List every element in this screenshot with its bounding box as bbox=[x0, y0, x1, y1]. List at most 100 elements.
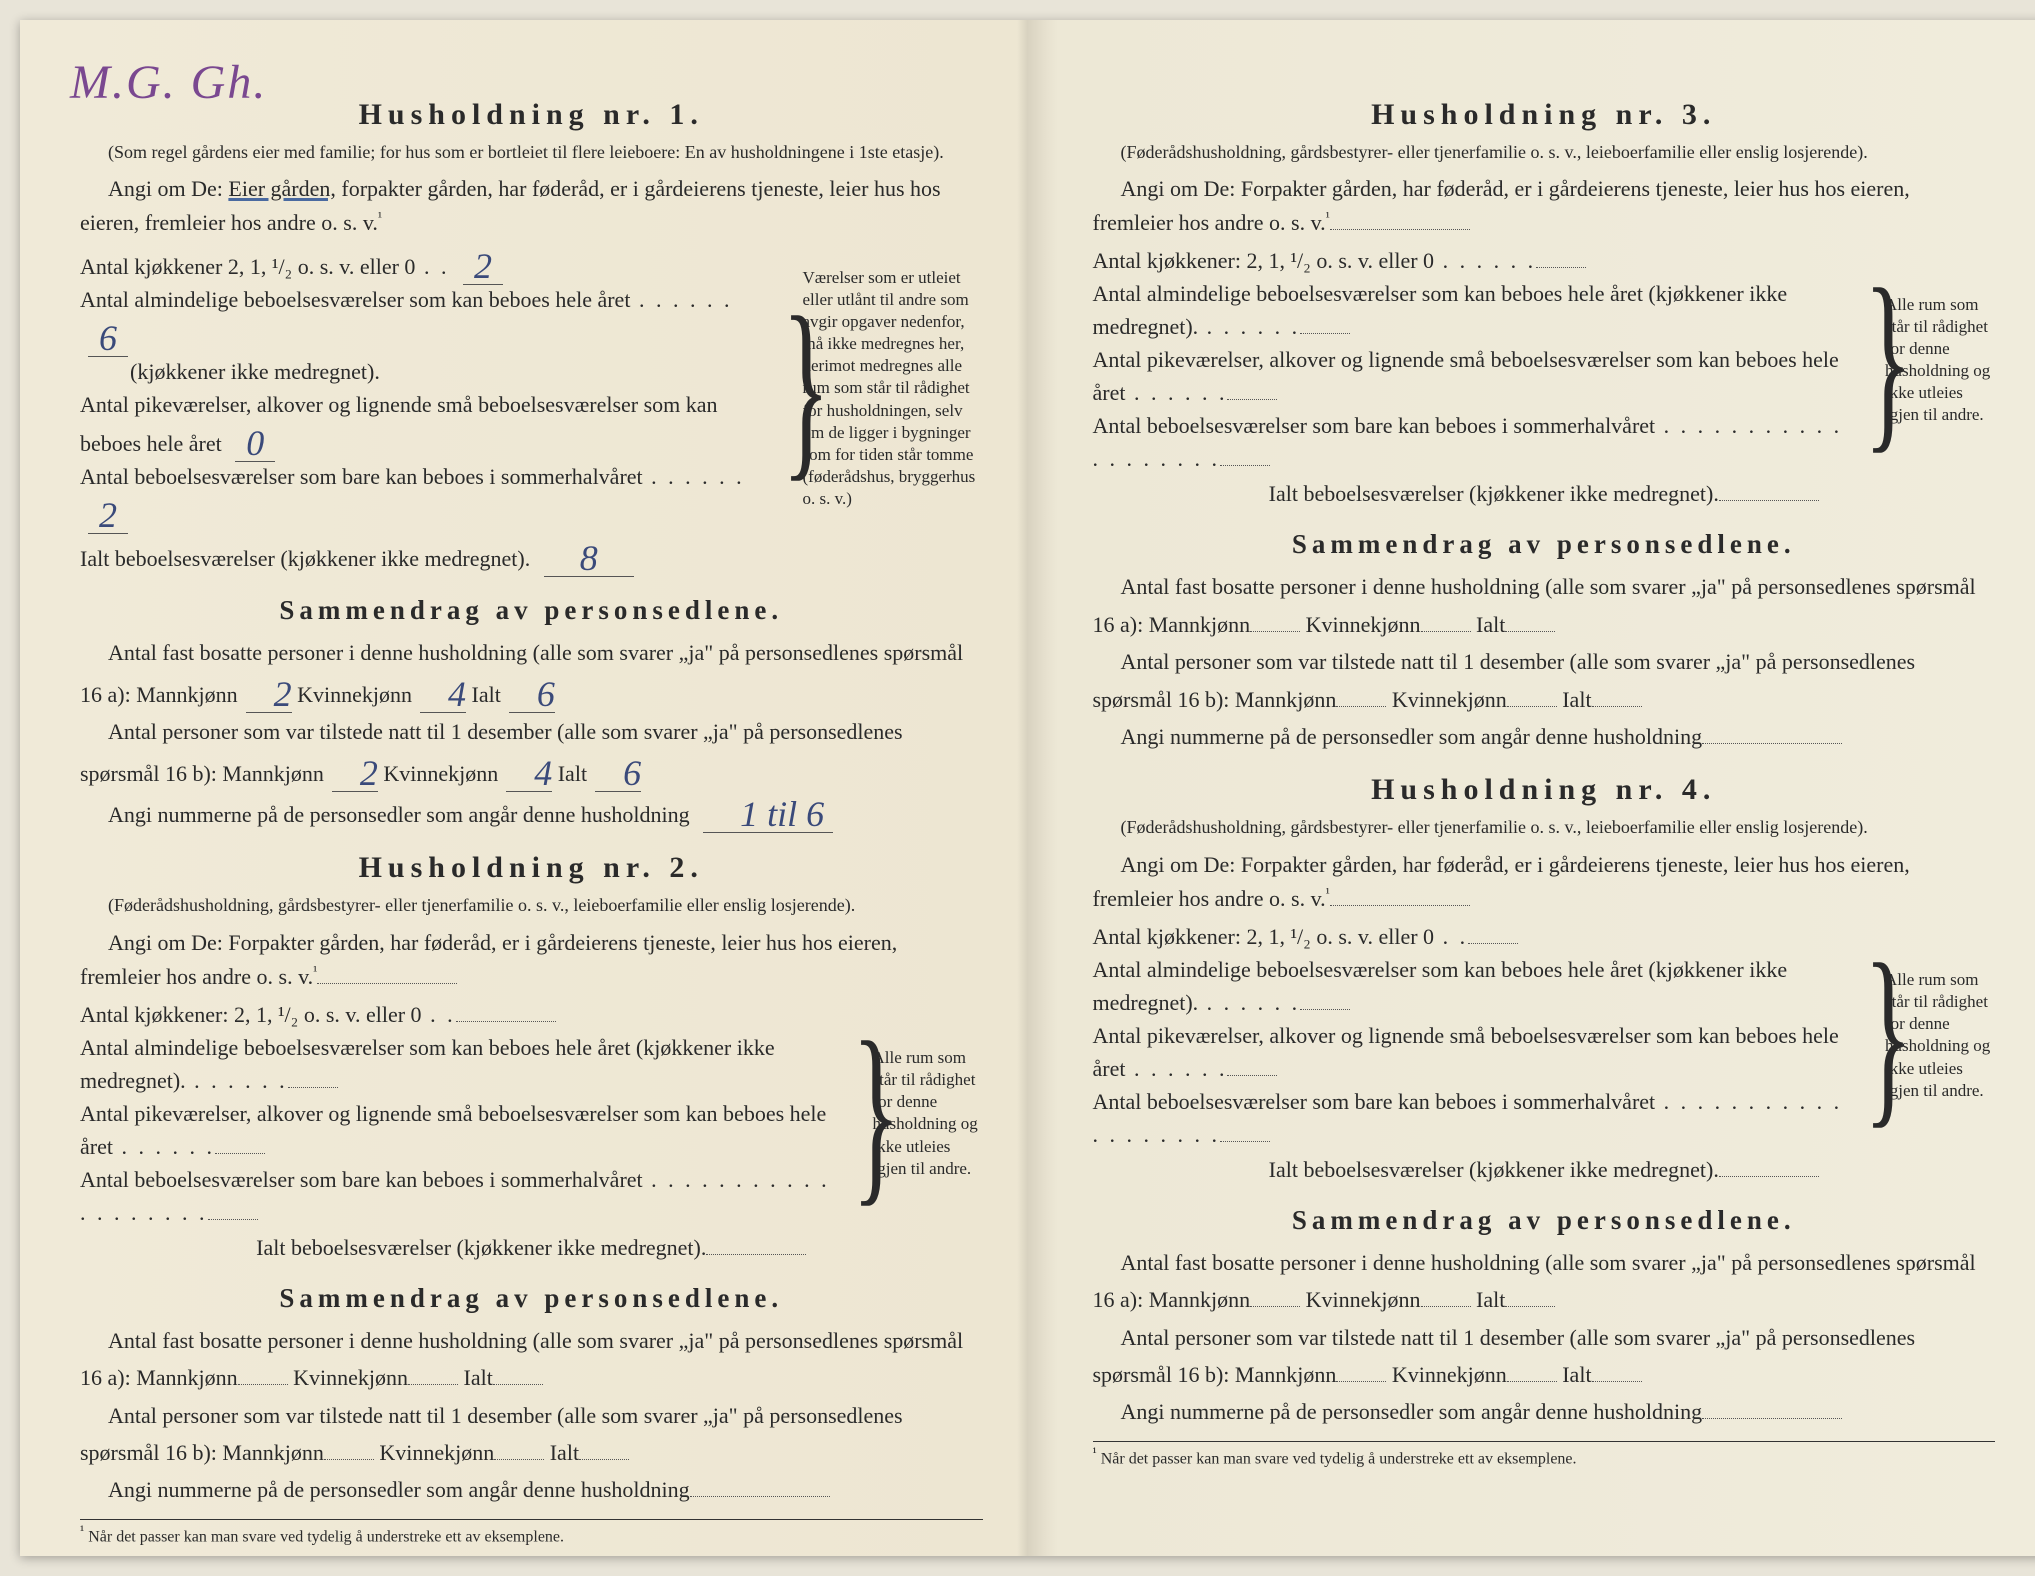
summary-16b-3: Antal personer som var tilstede natt til… bbox=[1093, 643, 1996, 718]
blank bbox=[1592, 685, 1642, 707]
blank bbox=[1536, 246, 1586, 268]
blank bbox=[1719, 479, 1819, 501]
household-3-title: Husholdning nr. 3. bbox=[1093, 98, 1996, 132]
household-3-angi: Angi om De: Forpakter gården, har føderå… bbox=[1093, 172, 1996, 240]
nummer-line: Angi nummerne på de personsedler som ang… bbox=[80, 792, 983, 833]
kvinne-label-2: Kvinnekjønn bbox=[293, 1365, 408, 1390]
dots: . . . . . . bbox=[1198, 314, 1300, 339]
footnote-marker: ¹ bbox=[80, 1524, 84, 1539]
ialt-a-val: 6 bbox=[509, 676, 555, 713]
summary-title-3: Sammendrag av personsedlene. bbox=[1093, 529, 1996, 560]
blank bbox=[408, 1363, 458, 1385]
row-sommer: Antal beboelsesværelser som bare kan beb… bbox=[80, 460, 767, 532]
brace-column: } Værelser som er utleiet eller utlånt t… bbox=[777, 244, 983, 532]
household-4-desc: (Føderådshusholdning, gårdsbestyrer- ell… bbox=[1093, 815, 1996, 839]
brace-column-2: } Alle rum som står til rådighet for den… bbox=[847, 998, 983, 1229]
mann-b-val: 2 bbox=[332, 755, 378, 792]
summary-16a: Antal fast bosatte personer i denne hush… bbox=[80, 634, 983, 713]
household-3-desc: (Føderådshusholdning, gårdsbestyrer- ell… bbox=[1093, 140, 1996, 164]
blank bbox=[1336, 685, 1386, 707]
alm-label-4: Antal almindelige beboelsesværelser som … bbox=[1093, 957, 1788, 1015]
total-label: Ialt beboelsesværelser (kjøkkener ikke m… bbox=[80, 546, 530, 571]
alm-label: Antal almindelige beboelsesværelser som … bbox=[80, 287, 630, 312]
kvinne-a-val: 4 bbox=[420, 676, 466, 713]
row-kjokken-2: Antal kjøkkener: 2, 1, ¹/₂ o. s. v. elle… bbox=[80, 998, 837, 1031]
ialt-label: Ialt bbox=[472, 682, 501, 707]
household-2-angi: Angi om De: Forpakter gården, har føderå… bbox=[80, 926, 983, 994]
alm-value: 6 bbox=[88, 320, 128, 357]
angi-underlined: Eier gården, bbox=[228, 176, 336, 201]
blank bbox=[1468, 922, 1518, 944]
alm-sub: (kjøkkener ikke medregnet). bbox=[130, 355, 767, 388]
blank bbox=[1300, 312, 1350, 334]
household-4-angi: Angi om De: Forpakter gården, har føderå… bbox=[1093, 848, 1996, 916]
blank bbox=[494, 1438, 544, 1460]
blank bbox=[1702, 722, 1842, 744]
row-sommer-2: Antal beboelsesværelser som bare kan beb… bbox=[80, 1163, 837, 1229]
alm-label-2: Antal almindelige beboelsesværelser som … bbox=[80, 1035, 775, 1093]
summary-16b: Antal personer som var tilstede natt til… bbox=[80, 713, 983, 792]
alm-label-3: Antal almindelige beboelsesværelser som … bbox=[1093, 281, 1788, 339]
left-column: M.G. Gh. Husholdning nr. 1. (Som regel g… bbox=[20, 20, 1038, 1556]
blank bbox=[288, 1066, 338, 1088]
blank bbox=[706, 1233, 806, 1255]
kjokken-label-3: Antal kjøkkener: 2, 1, ¹/₂ o. s. v. elle… bbox=[1093, 248, 1435, 273]
summary-title-4: Sammendrag av personsedlene. bbox=[1093, 1205, 1996, 1236]
angi-4: Angi om De: Forpakter gården, har føderå… bbox=[1093, 852, 1910, 911]
footnote-left: ¹ Når det passer kan man svare ved tydel… bbox=[80, 1519, 983, 1546]
blank bbox=[1227, 378, 1277, 400]
blank bbox=[1220, 444, 1270, 466]
mann-label: Mannkjønn bbox=[136, 682, 237, 707]
kjokken-label-4: Antal kjøkkener: 2, 1, ¹/₂ o. s. v. elle… bbox=[1093, 924, 1435, 949]
ialt-label-2: Ialt bbox=[464, 1365, 493, 1390]
footnote-text-r: Når det passer kan man svare ved tydelig… bbox=[1101, 1450, 1577, 1467]
blank bbox=[1336, 1360, 1386, 1382]
household-2-desc: (Føderådshusholdning, gårdsbestyrer- ell… bbox=[80, 893, 983, 917]
nummer-line-2: Angi nummerne på de personsedler som ang… bbox=[80, 1471, 983, 1508]
brace-column-3: } Alle rum som står til rådighet for den… bbox=[1859, 244, 1995, 475]
household-2-title: Husholdning nr. 2. bbox=[80, 851, 983, 885]
angi-blank-2 bbox=[317, 962, 457, 984]
household-4: Husholdning nr. 4. (Føderådshusholdning,… bbox=[1093, 773, 1996, 1430]
angi-3: Angi om De: Forpakter gården, har føderå… bbox=[1093, 176, 1910, 235]
blank bbox=[690, 1475, 830, 1497]
right-column: Husholdning nr. 3. (Føderådshusholdning,… bbox=[1038, 20, 2035, 1556]
row-alm-2: Antal almindelige beboelsesværelser som … bbox=[80, 1031, 837, 1097]
dots: . . . . . . bbox=[630, 287, 732, 312]
total-label-3: Ialt beboelsesværelser (kjøkkener ikke m… bbox=[1269, 481, 1719, 506]
blank bbox=[1421, 610, 1471, 632]
household-4-rows: Antal kjøkkener: 2, 1, ¹/₂ o. s. v. elle… bbox=[1093, 920, 1996, 1151]
angi-2: Angi om De: Forpakter gården, har føderå… bbox=[80, 930, 897, 989]
mann-label-3: Mannkjønn bbox=[1149, 612, 1250, 637]
blank bbox=[215, 1132, 265, 1154]
nummer-line-3: Angi nummerne på de personsedler som ang… bbox=[1093, 718, 1996, 755]
sommer-label: Antal beboelsesværelser som bare kan beb… bbox=[80, 464, 643, 489]
sommer-label-4: Antal beboelsesværelser som bare kan beb… bbox=[1093, 1089, 1656, 1114]
household-1-angi: Angi om De: Eier gården, forpakter gårde… bbox=[80, 172, 983, 240]
footnote-marker-r: ¹ bbox=[1093, 1446, 1097, 1461]
blank bbox=[1507, 1360, 1557, 1382]
row-sommer-3: Antal beboelsesværelser som bare kan beb… bbox=[1093, 409, 1850, 475]
summary-16a-2: Antal fast bosatte personer i denne hush… bbox=[80, 1322, 983, 1397]
brace-icon: } bbox=[1864, 945, 1874, 1125]
nummer-label-4: Angi nummerne på de personsedler som ang… bbox=[1121, 1399, 1703, 1424]
total-label-4: Ialt beboelsesværelser (kjøkkener ikke m… bbox=[1269, 1157, 1719, 1182]
row-kjokken: Antal kjøkkener 2, 1, ¹/₂ o. s. v. eller… bbox=[80, 244, 767, 283]
census-form-page: M.G. Gh. Husholdning nr. 1. (Som regel g… bbox=[20, 20, 2035, 1556]
dots: . . bbox=[1434, 924, 1468, 949]
blank bbox=[1250, 610, 1300, 632]
mann-label-4: Mannkjønn bbox=[1149, 1287, 1250, 1312]
row-alm-3: Antal almindelige beboelsesværelser som … bbox=[1093, 277, 1850, 343]
blank bbox=[493, 1363, 543, 1385]
kvinne-label-4b: Kvinnekjønn bbox=[1392, 1362, 1507, 1387]
blank bbox=[1702, 1397, 1842, 1419]
footnote-right: ¹ Når det passer kan man svare ved tydel… bbox=[1093, 1441, 1996, 1468]
sommer-label-3: Antal beboelsesværelser som bare kan beb… bbox=[1093, 413, 1656, 438]
mann-label-3b: Mannkjønn bbox=[1235, 687, 1336, 712]
row-total-3: Ialt beboelsesværelser (kjøkkener ikke m… bbox=[1093, 479, 1996, 507]
row-pike-3: Antal pikeværelser, alkover og lignende … bbox=[1093, 343, 1850, 409]
row-pike-4: Antal pikeværelser, alkover og lignende … bbox=[1093, 1019, 1850, 1085]
ialt-b-val: 6 bbox=[595, 755, 641, 792]
blank bbox=[238, 1363, 288, 1385]
dots: . . . . . . bbox=[113, 1134, 215, 1159]
